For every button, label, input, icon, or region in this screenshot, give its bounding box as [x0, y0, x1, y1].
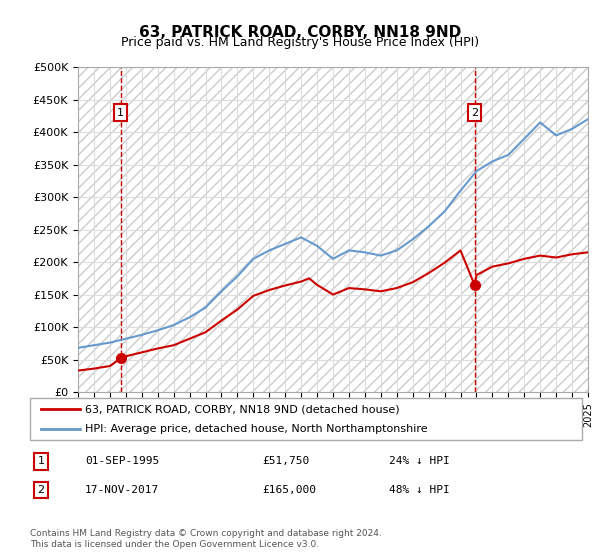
Text: 1: 1 — [38, 456, 44, 466]
Text: Price paid vs. HM Land Registry's House Price Index (HPI): Price paid vs. HM Land Registry's House … — [121, 36, 479, 49]
Text: £51,750: £51,750 — [262, 456, 309, 466]
Text: 24% ↓ HPI: 24% ↓ HPI — [389, 456, 449, 466]
Text: 01-SEP-1995: 01-SEP-1995 — [85, 456, 160, 466]
Text: 17-NOV-2017: 17-NOV-2017 — [85, 485, 160, 495]
Text: HPI: Average price, detached house, North Northamptonshire: HPI: Average price, detached house, Nort… — [85, 424, 428, 434]
Text: 63, PATRICK ROAD, CORBY, NN18 9ND (detached house): 63, PATRICK ROAD, CORBY, NN18 9ND (detac… — [85, 404, 400, 414]
Text: 2: 2 — [471, 108, 478, 118]
Text: 63, PATRICK ROAD, CORBY, NN18 9ND: 63, PATRICK ROAD, CORBY, NN18 9ND — [139, 25, 461, 40]
Text: 2: 2 — [37, 485, 44, 495]
FancyBboxPatch shape — [30, 398, 582, 440]
Text: 1: 1 — [117, 108, 124, 118]
Text: Contains HM Land Registry data © Crown copyright and database right 2024.
This d: Contains HM Land Registry data © Crown c… — [30, 529, 382, 549]
Text: £165,000: £165,000 — [262, 485, 316, 495]
Text: 48% ↓ HPI: 48% ↓ HPI — [389, 485, 449, 495]
